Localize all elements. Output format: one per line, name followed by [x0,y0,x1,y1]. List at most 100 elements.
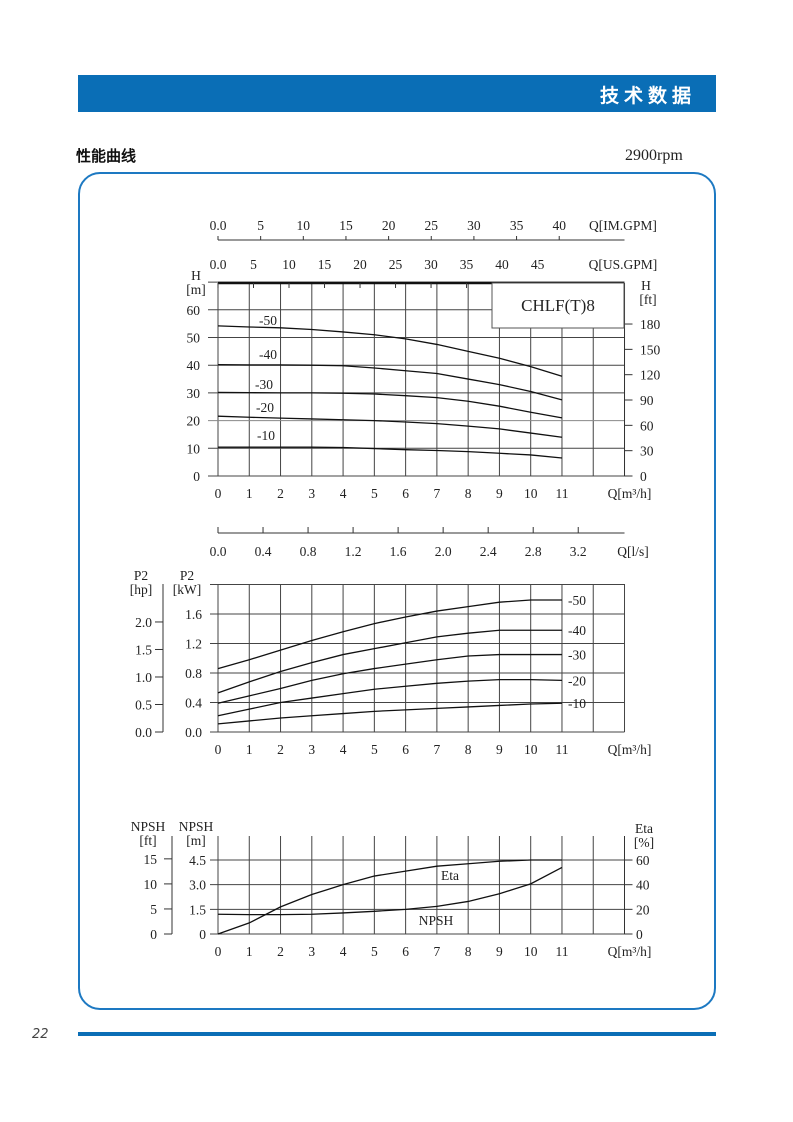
eta-curve [217,859,562,935]
y-tick-label: 0 [193,469,200,484]
y-tick-label-right: 60 [640,418,654,433]
x-tick-label: 2 [277,944,284,959]
x-tick-label: 8 [465,742,472,757]
y-tick-label-hp: 1.5 [135,642,152,657]
us-tick-label: 40 [495,257,509,272]
y-tick-label-right: 30 [640,444,654,459]
us-tick-label: 30 [424,257,438,272]
x-tick-label: 4 [340,944,347,959]
x-tick-label: 1 [246,742,253,757]
y-tick-label-eta: 40 [636,878,650,893]
x-tick-label: 8 [465,944,472,959]
y-axis-label: H [191,268,201,283]
x-tick-label: 3 [308,742,315,757]
section-title: 性能曲线 [76,147,137,165]
y-axis-label-kw: P2 [180,568,194,583]
speed-label: 2900rpm [625,147,683,164]
x-tick-label: 10 [524,742,538,757]
x-tick-label: 4 [340,742,347,757]
y-tick-label-right: 150 [640,342,661,357]
x-tick-label: 0 [215,944,222,959]
head-curve [217,363,563,401]
y-tick-label-ft: 0 [150,927,157,942]
ls-axis-label: Q[l/s] [617,544,649,559]
y-tick-label-right: 90 [640,393,654,408]
head-curve [218,446,563,459]
y-tick-label-hp: 2.0 [135,615,152,630]
x-axis-label: Q[m³/h] [608,742,652,757]
y-axis-unit-ft: [ft] [139,833,156,848]
x-tick-label: 9 [496,486,503,501]
curve-label: -50 [568,593,586,608]
x-tick-label: 6 [402,944,409,959]
curve-label: -40 [259,347,277,362]
y-tick-label: 50 [187,331,201,346]
ls-tick-label: 1.2 [345,544,362,559]
x-tick-label: 6 [402,742,409,757]
y-axis-unit-kw: [kW] [173,582,201,597]
us-tick-label: 20 [353,257,367,272]
y-tick-label: 30 [187,386,201,401]
im-tick-label: 35 [510,218,524,233]
x-tick-label: 1 [246,486,253,501]
y-axis-label-hp: P2 [134,568,148,583]
im-tick-label: 40 [552,218,566,233]
ls-tick-label: 0.4 [255,544,272,559]
us-tick-label: 5 [250,257,257,272]
x-tick-label: 7 [434,486,441,501]
us-tick-label: 25 [389,257,403,272]
ls-tick-label: 2.0 [435,544,452,559]
x-tick-label: 8 [465,486,472,501]
x-tick-label: 2 [277,486,284,501]
curve-label: -40 [568,623,586,638]
x-tick-label: 5 [371,742,378,757]
eta-label: Eta [441,868,459,883]
y-tick-label-eta: 0 [636,927,643,942]
y-axis-unit-eta: [%] [634,835,654,850]
im-tick-label: 30 [467,218,481,233]
us-axis-label: Q[US.GPM] [589,257,658,272]
y-tick-label-m: 1.5 [189,902,206,917]
x-tick-label: 6 [402,486,409,501]
x-tick-label: 11 [555,742,568,757]
y-axis-label-m: NPSH [179,819,214,834]
y-axis-label-right: H [641,278,651,293]
x-tick-label: 10 [524,486,538,501]
ls-tick-label: 3.2 [570,544,587,559]
y-axis-label-ft: NPSH [131,819,166,834]
y-tick-label-kw: 0.8 [185,666,202,681]
im-axis-label: Q[IM.GPM] [589,218,657,233]
head-curve [217,391,563,419]
y-tick-label: 60 [187,303,201,318]
header-title: 技术数据 [599,85,696,107]
ls-tick-label: 0.8 [300,544,317,559]
x-tick-label: 7 [434,742,441,757]
head-curve [217,325,563,377]
power-curve [217,678,562,717]
y-tick-label-right: 0 [640,469,647,484]
y-tick-label-m: 4.5 [189,853,206,868]
us-tick-label: 35 [460,257,474,272]
x-tick-label: 11 [555,486,568,501]
model-box [491,282,625,329]
npsh-curve [217,866,563,916]
x-tick-label: 1 [246,944,253,959]
x-tick-label: 0 [215,742,222,757]
curve-label: -30 [568,648,586,663]
ls-tick-label: 1.6 [390,544,407,559]
x-axis-label: Q[m³/h] [608,486,652,501]
y-tick-label-eta: 60 [636,853,650,868]
us-tick-label: 45 [531,257,545,272]
x-tick-label: 7 [434,944,441,959]
power-curve [217,653,562,704]
y-tick-label-kw: 1.2 [185,637,202,652]
curve-label: -20 [568,673,586,688]
x-axis-label: Q[m³/h] [608,944,652,959]
y-tick-label-hp: 0.0 [135,725,152,740]
x-tick-label: 5 [371,486,378,501]
y-tick-label-m: 0 [199,927,206,942]
y-tick-label-m: 3.0 [189,878,206,893]
curve-label: -20 [256,400,274,415]
ls-tick-label: 2.4 [480,544,497,559]
